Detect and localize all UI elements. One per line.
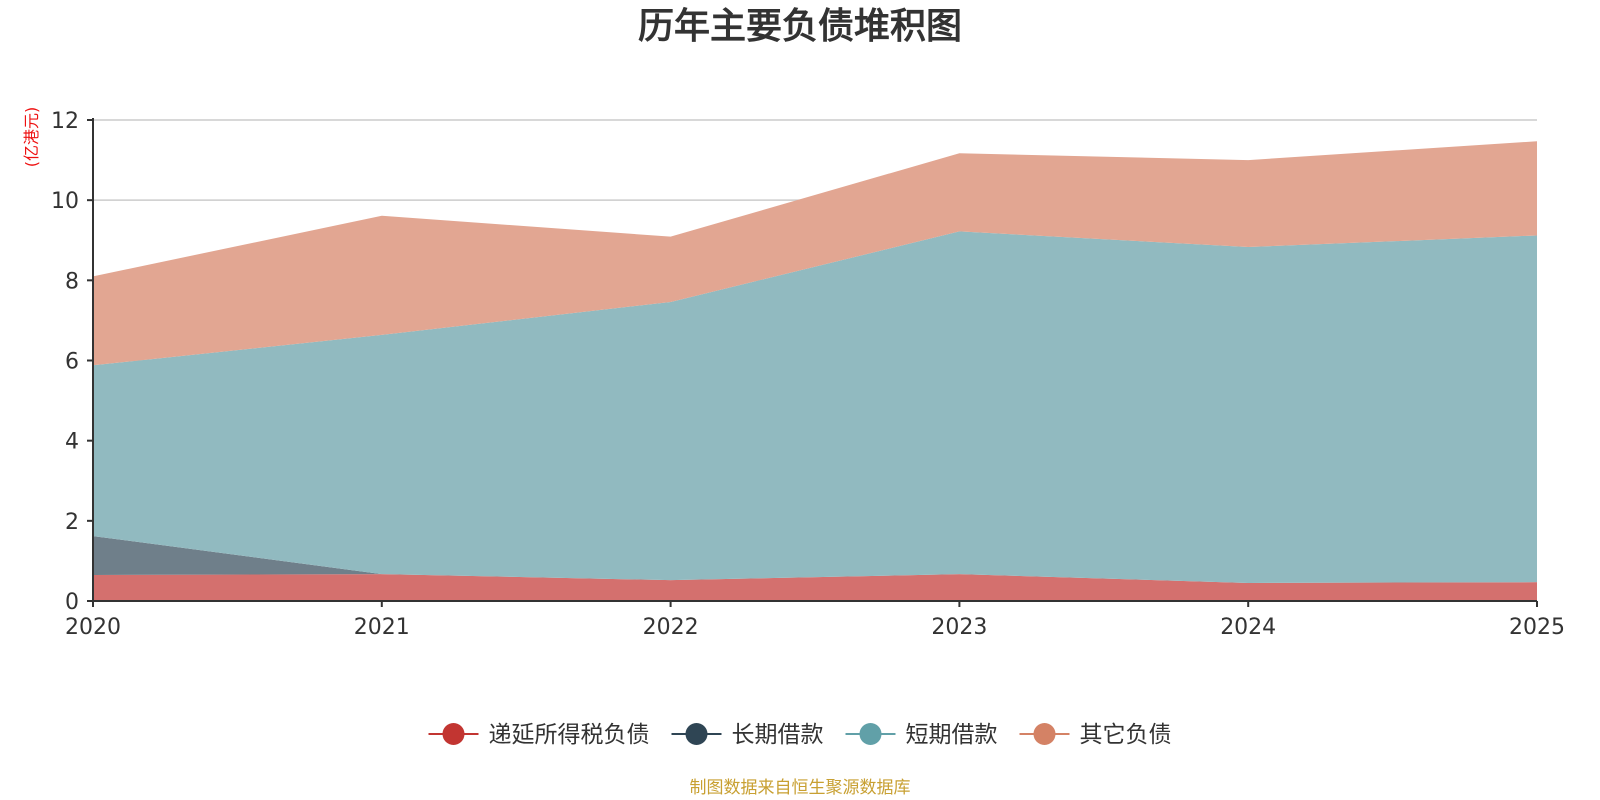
legend-circle-marker xyxy=(1033,723,1056,745)
data-source-note: 制图数据来自恒生聚源数据库 xyxy=(690,778,911,798)
legend[interactable]: 递延所得税负债 长期借款 短期借款 其它负债 xyxy=(428,722,1172,748)
legend-label: 长期借款 xyxy=(732,722,824,748)
x-tick-label: 2022 xyxy=(643,615,699,640)
legend-label: 递延所得税负债 xyxy=(489,722,650,748)
legend-circle-marker xyxy=(442,723,465,745)
legend-label: 短期借款 xyxy=(906,722,998,748)
x-tick-label: 2021 xyxy=(354,615,410,640)
x-tick-label: 2023 xyxy=(931,615,987,640)
area-series-group xyxy=(93,141,1537,601)
x-tick-label: 2020 xyxy=(65,615,121,640)
y-tick-label: 12 xyxy=(51,109,79,134)
y-axis-unit-label: (亿港元) xyxy=(22,107,41,168)
area-series-4[interactable] xyxy=(93,141,1537,366)
area-series-3[interactable] xyxy=(93,231,1537,583)
legend-item-2[interactable]: 长期借款 xyxy=(671,722,824,748)
x-tick-label: 2025 xyxy=(1509,615,1565,640)
y-tick-label: 10 xyxy=(51,189,79,214)
area-series-1[interactable] xyxy=(93,574,1537,601)
legend-circle-marker xyxy=(859,723,882,745)
legend-circle-marker xyxy=(685,723,708,745)
y-tick-label: 4 xyxy=(65,430,79,455)
y-tick-label: 2 xyxy=(65,510,79,535)
chart-title: 历年主要负债堆积图 xyxy=(638,6,962,47)
legend-item-1[interactable]: 递延所得税负债 xyxy=(428,722,650,748)
axes: 0 2 4 6 8 10 12 2020 2021 2022 2023 2024 2025 xyxy=(51,109,1565,640)
y-tick-label: 8 xyxy=(65,269,79,294)
y-tick-label: 6 xyxy=(65,350,79,375)
legend-item-4[interactable]: 其它负债 xyxy=(1019,722,1172,748)
legend-item-3[interactable]: 短期借款 xyxy=(845,722,998,748)
y-tick-label: 0 xyxy=(65,590,79,615)
legend-label: 其它负债 xyxy=(1080,722,1172,748)
x-tick-label: 2024 xyxy=(1220,615,1276,640)
